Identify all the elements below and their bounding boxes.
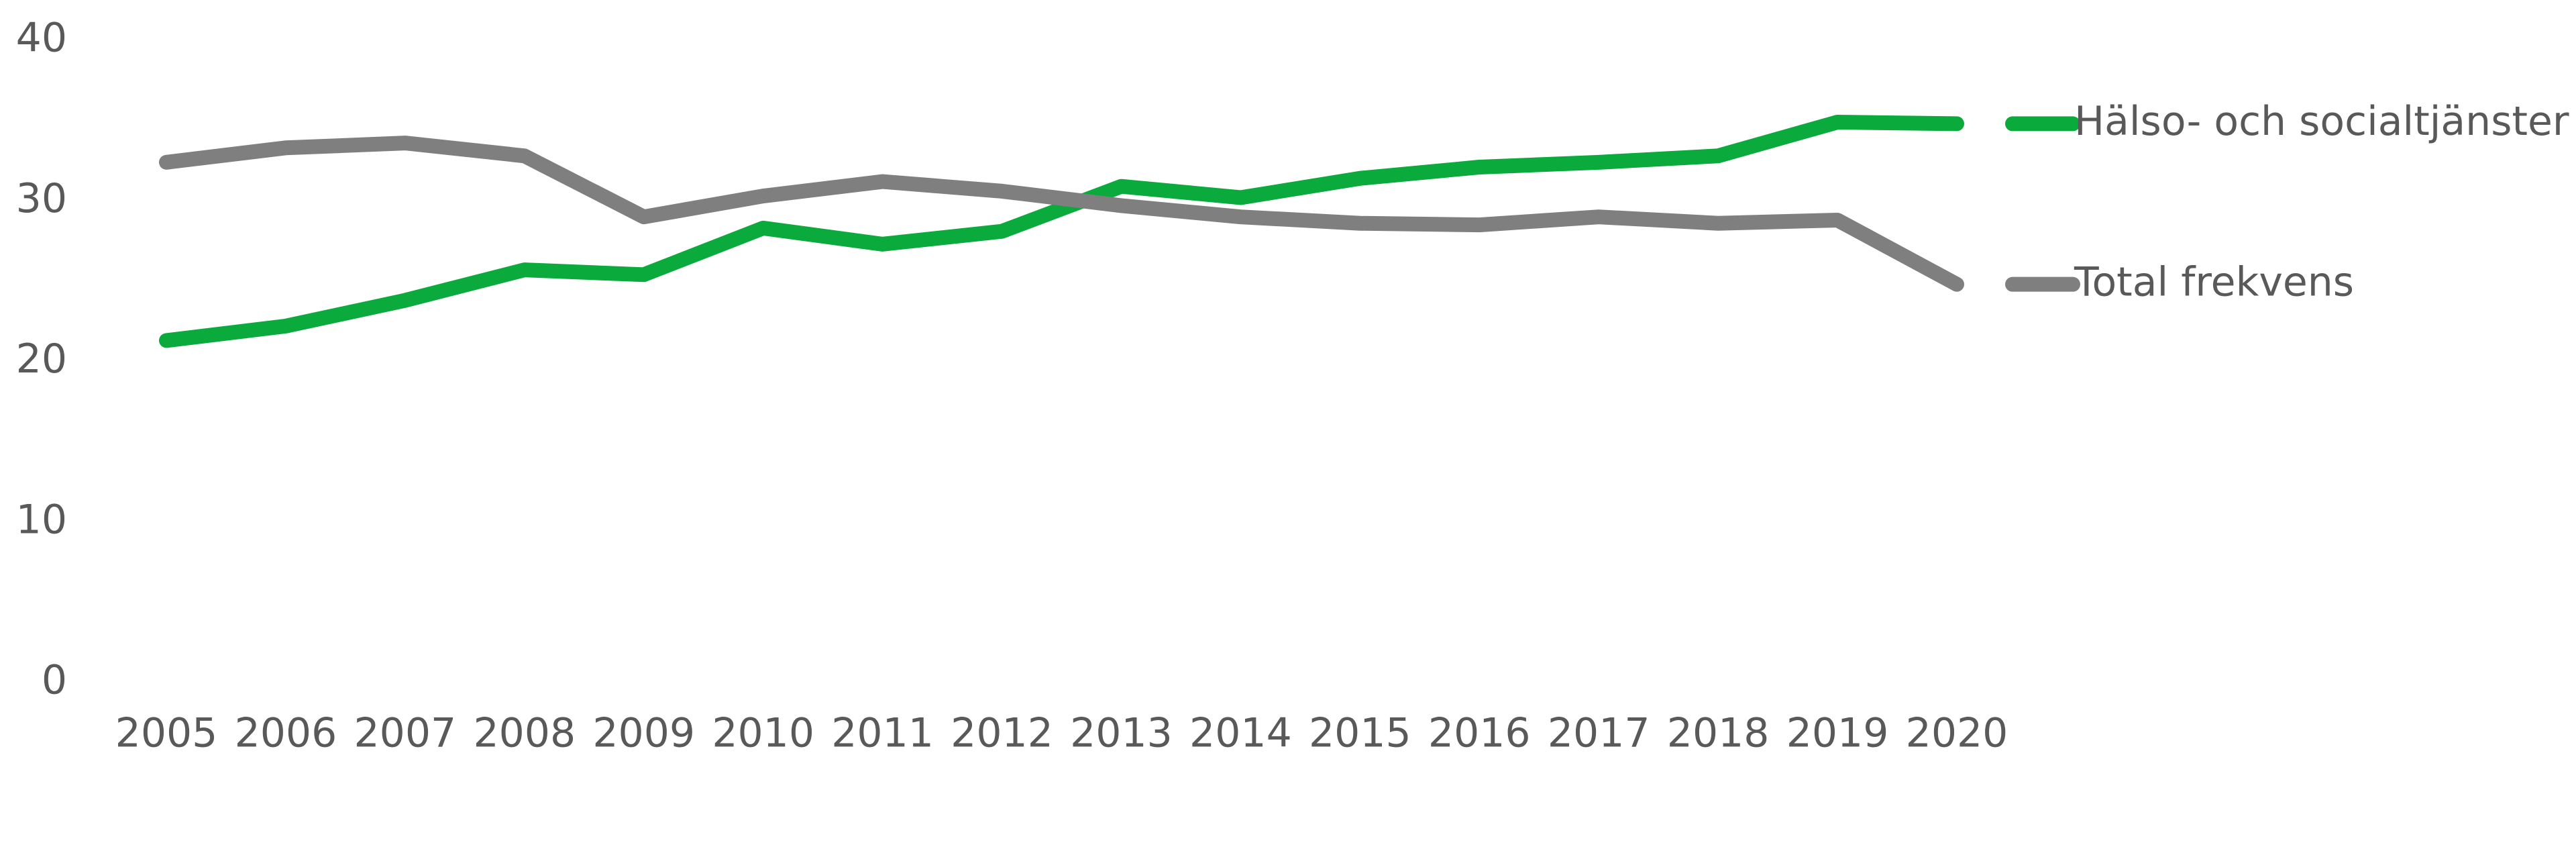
data-point (1598, 161, 1600, 163)
data-point (166, 340, 167, 342)
data-point (1717, 222, 1719, 224)
data-point (1001, 190, 1003, 192)
data-point (404, 299, 406, 301)
x-tick-label: 2016 (1428, 710, 1531, 757)
y-tick-label: 30 (16, 175, 67, 222)
legend-label: Hälso- och socialtjänster (2074, 98, 2569, 145)
data-point (1717, 155, 1719, 157)
legend-label: Total frekvens (2074, 258, 2354, 305)
x-tick-label: 2014 (1189, 710, 1292, 757)
x-tick-label: 2013 (1070, 710, 1173, 757)
x-tick-label: 2012 (951, 710, 1053, 757)
series-line-0 (159, 115, 1964, 348)
x-tick-label: 2006 (235, 710, 337, 757)
data-point (404, 142, 406, 144)
legend: Hälso- och socialtjänster Total frekvens (2005, 98, 2569, 305)
x-tick-label: 2010 (712, 710, 814, 757)
x-tick-label: 2009 (592, 710, 695, 757)
x-tick-label: 2011 (831, 710, 934, 757)
data-point (523, 155, 525, 157)
x-tick-label: 2015 (1309, 710, 1411, 757)
data-point (284, 147, 286, 149)
data-point (762, 195, 764, 197)
data-point (1956, 283, 1957, 285)
x-tick-label: 2019 (1786, 710, 1889, 757)
series-line-1 (159, 136, 1964, 292)
data-point (1956, 123, 1957, 125)
data-point (881, 181, 883, 183)
data-point (1359, 222, 1361, 224)
data-point (1837, 219, 1839, 221)
x-tick-label: 2007 (354, 710, 457, 757)
data-point (1359, 177, 1361, 179)
data-point (1479, 166, 1481, 168)
data-point (881, 243, 883, 245)
data-point (1001, 230, 1003, 232)
data-point (643, 274, 645, 276)
series-layer (159, 115, 1964, 348)
data-point (523, 269, 525, 271)
data-point (1120, 185, 1122, 187)
y-tick-label: 20 (16, 336, 67, 383)
x-tick-label: 2005 (115, 710, 218, 757)
data-point (1120, 205, 1122, 207)
data-point (1240, 197, 1242, 199)
data-point (166, 161, 167, 163)
y-tick-label: 10 (16, 496, 67, 543)
data-point (762, 227, 764, 229)
data-point (1240, 216, 1242, 218)
data-point (1837, 121, 1839, 123)
x-axis: 2005 2006 2007 2008 2009 2010 2011 2012 2013 2014… (115, 710, 2008, 757)
data-point (284, 325, 286, 327)
y-axis: 0 10 20 30 40 (16, 15, 67, 704)
x-tick-label: 2018 (1667, 710, 1770, 757)
x-tick-label: 2020 (1906, 710, 2008, 757)
x-tick-label: 2008 (473, 710, 576, 757)
y-tick-label: 0 (42, 657, 67, 704)
y-tick-label: 40 (16, 15, 67, 62)
data-point (643, 216, 645, 218)
x-tick-label: 2017 (1548, 710, 1650, 757)
data-point (1598, 216, 1600, 218)
data-point (1479, 224, 1481, 226)
